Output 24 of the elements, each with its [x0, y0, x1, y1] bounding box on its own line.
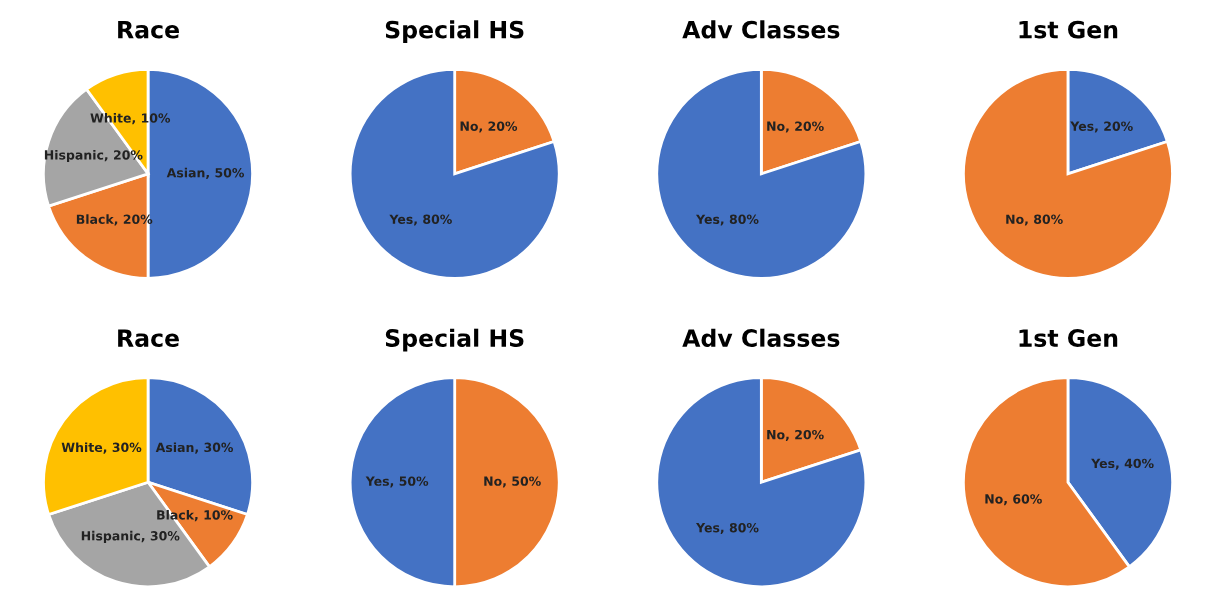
chart-title: Race — [118, 329, 179, 347]
slice-label: No, 20% — [767, 429, 824, 441]
chart-title: Race — [118, 21, 179, 39]
slice-label: Asian, 50% — [166, 167, 245, 180]
chart-title: Special HS — [385, 328, 524, 352]
slice-label: White, 30% — [61, 442, 142, 454]
chart-title: 1st Gen — [1019, 329, 1118, 347]
slice-label: Asian, 30% — [155, 442, 234, 454]
slice-label: Yes, 50% — [365, 476, 429, 488]
slice-label: Yes, 80% — [695, 522, 759, 534]
slice-label: No, 60% — [985, 494, 1042, 506]
slice-label: No, 20% — [767, 121, 824, 133]
slice-label: No, 80% — [1006, 214, 1063, 226]
chart-title: 1st Gen — [1019, 20, 1118, 39]
chart-title: Adv Classes — [682, 328, 840, 347]
slice-label: Hispanic, 30% — [81, 530, 180, 543]
chart-title: Adv Classes — [682, 20, 840, 39]
slice-label: No, 20% — [460, 121, 518, 133]
slice-label: Yes, 40% — [1091, 458, 1154, 470]
chart-title: Special HS — [385, 20, 524, 44]
slice-label: Yes, 20% — [1070, 121, 1133, 133]
slice-label: Yes, 80% — [389, 214, 452, 226]
slice-label: No, 50% — [484, 476, 541, 488]
slice-label: Yes, 80% — [695, 214, 759, 226]
